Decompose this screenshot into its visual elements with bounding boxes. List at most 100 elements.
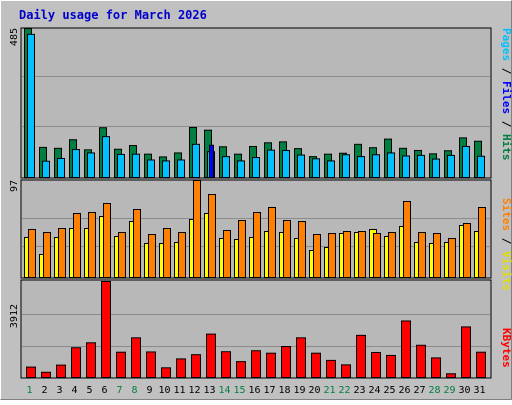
sites-bar-day-16: [253, 212, 261, 278]
kbytes-bar-day-11: [176, 358, 186, 379]
files-bar-day-19: [297, 154, 305, 178]
files-bar-day-2: [42, 160, 50, 179]
kbytes-bar-day-2: [41, 371, 51, 378]
day-label-23: 23: [353, 385, 365, 396]
kbytes-bar-day-16: [251, 350, 261, 378]
files-bar-day-31: [477, 155, 485, 179]
kbytes-bar-day-22: [341, 364, 351, 379]
kbytes-legend: KBytes: [500, 328, 512, 368]
files-bar-day-15: [237, 160, 245, 178]
files-bar-day-1: [27, 33, 35, 178]
kbytes-bar-day-30: [461, 326, 471, 378]
legend-sites: Sites: [500, 198, 512, 231]
day-label-16: 16: [248, 385, 260, 396]
day-label-4: 4: [71, 385, 77, 396]
day-label-22: 22: [338, 385, 350, 396]
day-label-18: 18: [278, 385, 290, 396]
sites-bar-day-19: [298, 221, 306, 278]
files-bar-day-27: [417, 154, 425, 179]
day-label-15: 15: [233, 385, 245, 396]
visits-ymax-label: 97: [9, 180, 20, 192]
kbytes-bar-day-29: [446, 373, 456, 378]
kbytes-bar-day-23: [356, 334, 366, 379]
legend-pages: Pages: [500, 28, 512, 61]
legend-kbytes: KBytes: [500, 328, 512, 368]
sites-bar-day-20: [313, 234, 321, 278]
day-label-6: 6: [101, 385, 107, 396]
files-bar-day-3: [57, 157, 65, 178]
sites-bar-day-18: [283, 220, 291, 278]
files-bar-day-20: [312, 158, 320, 179]
kbytes-bar-day-20: [311, 352, 321, 378]
sites-bar-day-8: [133, 209, 141, 278]
files-bar-day-18: [282, 149, 290, 179]
kbytes-bar-day-14: [221, 351, 231, 378]
files-bar-day-10: [162, 160, 170, 178]
kbytes-bar-day-15: [236, 361, 246, 379]
day-label-5: 5: [86, 385, 92, 396]
kbytes-bar-day-10: [161, 367, 171, 378]
files-bar-day-16: [252, 157, 260, 179]
day-label-25: 25: [383, 385, 395, 396]
sites-bar-day-11: [178, 232, 186, 278]
kbytes-bar-day-28: [431, 357, 441, 379]
day-label-19: 19: [293, 385, 305, 396]
files-bar-day-28: [432, 158, 440, 179]
kbytes-bar-day-13: [206, 333, 216, 379]
kbytes-bar-day-8: [131, 337, 141, 379]
sites-bar-day-6: [103, 203, 111, 278]
sites-bar-day-26: [403, 201, 411, 278]
files-bar-day-5: [87, 152, 95, 179]
sites-bar-day-9: [148, 234, 156, 278]
kbytes-bar-day-3: [56, 364, 66, 379]
day-label-31: 31: [473, 385, 485, 396]
sites-bar-day-21: [328, 233, 336, 278]
files-bar-day-12: [192, 143, 200, 178]
sites-bar-day-12: [193, 180, 201, 278]
files-bar-day-29: [447, 154, 455, 179]
legend-files: Files: [500, 81, 512, 114]
day-label-30: 30: [458, 385, 470, 396]
sites-bar-day-25: [388, 232, 396, 278]
sites-bar-day-10: [163, 228, 171, 278]
kbytes-bar-day-4: [71, 347, 81, 378]
pages-bar-day-13: [209, 144, 214, 178]
chart-title: Daily usage for March 2026: [19, 8, 207, 22]
kbytes-bar-day-5: [86, 342, 96, 378]
sites-bar-day-1: [28, 229, 36, 278]
day-label-14: 14: [218, 385, 230, 396]
files-bar-day-22: [342, 154, 350, 178]
files-bar-day-17: [267, 149, 275, 178]
day-label-21: 21: [323, 385, 335, 396]
files-bar-day-9: [147, 159, 155, 179]
kbytes-bar-day-1: [26, 366, 36, 378]
day-label-17: 17: [263, 385, 275, 396]
files-bar-day-7: [117, 153, 125, 178]
legend-visits: Visits: [500, 251, 512, 291]
day-label-11: 11: [173, 385, 185, 396]
kbytes-bar-day-7: [116, 351, 126, 378]
files-bar-day-11: [177, 159, 185, 179]
sites-bar-day-15: [238, 220, 246, 278]
day-label-26: 26: [398, 385, 410, 396]
kbytes-bar-day-21: [326, 359, 336, 379]
kbytes-bar-day-18: [281, 346, 291, 378]
day-label-3: 3: [56, 385, 62, 396]
files-bar-day-21: [327, 160, 335, 178]
sites-bar-day-7: [118, 232, 126, 278]
sites-bar-day-24: [373, 233, 381, 278]
sites-bar-day-30: [463, 223, 471, 278]
kbytes-bar-day-6: [101, 281, 111, 378]
kbytes-ymax-label: 3912: [9, 304, 20, 328]
day-label-12: 12: [188, 385, 200, 396]
day-label-13: 13: [203, 385, 215, 396]
day-label-29: 29: [443, 385, 455, 396]
files-bar-day-30: [462, 145, 470, 178]
hits-legend: Pages / Files / Hits: [500, 28, 512, 161]
files-bar-day-25: [387, 152, 395, 179]
files-bar-day-8: [132, 153, 140, 179]
sites-bar-day-4: [73, 213, 81, 278]
day-label-20: 20: [308, 385, 320, 396]
sites-bar-day-27: [418, 232, 426, 278]
files-bar-day-24: [372, 154, 380, 178]
